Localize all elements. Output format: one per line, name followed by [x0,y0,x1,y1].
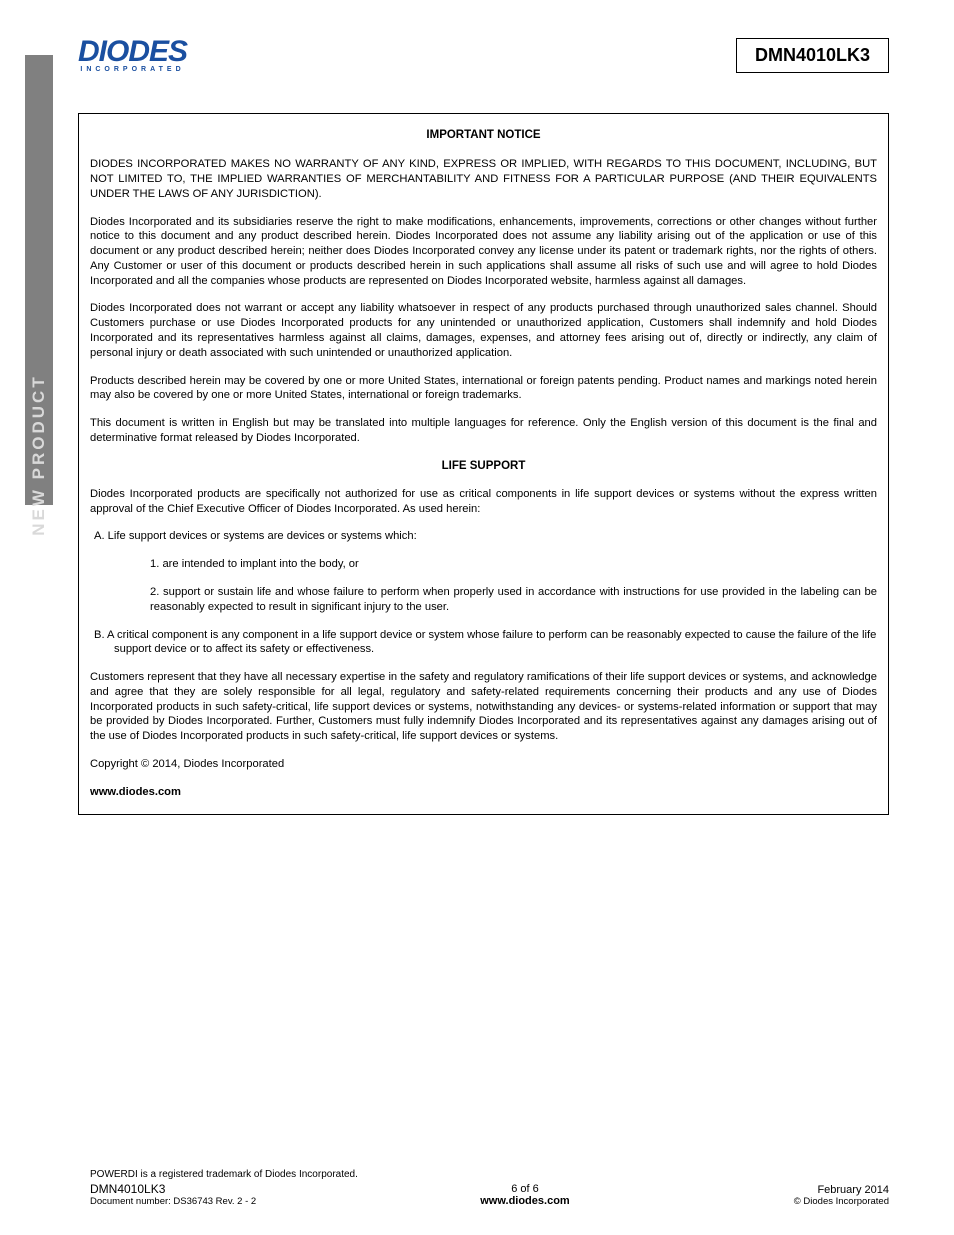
page-footer: POWERDI is a registered trademark of Dio… [90,1169,889,1207]
life-support-item-a: A. Life support devices or systems are d… [94,529,877,544]
footer-document-number: Document number: DS36743 Rev. 2 - 2 [90,1196,256,1207]
important-notice-box: IMPORTANT NOTICE DIODES INCORPORATED MAK… [78,113,889,815]
life-support-item-b: B. A critical component is any component… [94,628,877,658]
footer-copyright: © Diodes Incorporated [794,1196,889,1207]
notice-paragraph: This document is written in English but … [90,416,877,446]
logo-main-text: DIODES [78,38,187,65]
notice-paragraph: Products described herein may be covered… [90,374,877,404]
life-support-item-a2: 2. support or sustain life and whose fai… [150,585,877,615]
life-support-intro: Diodes Incorporated products are specifi… [90,487,877,517]
footer-date: February 2014 [794,1184,889,1196]
new-product-sidebar: NEW PRODUCT [25,55,53,505]
logo-sub-text: INCORPORATED [80,66,184,73]
footer-part-number: DMN4010LK3 [90,1182,256,1196]
important-notice-title: IMPORTANT NOTICE [90,128,877,143]
notice-paragraph: Diodes Incorporated does not warrant or … [90,301,877,360]
footer-website: www.diodes.com [480,1195,569,1207]
page-header: DIODES INCORPORATED DMN4010LK3 [78,38,889,73]
life-support-closing: Customers represent that they have all n… [90,670,877,744]
life-support-title: LIFE SUPPORT [90,459,877,474]
notice-paragraph: Diodes Incorporated and its subsidiaries… [90,215,877,289]
notice-paragraph: DIODES INCORPORATED MAKES NO WARRANTY OF… [90,157,877,201]
footer-trademark: POWERDI is a registered trademark of Dio… [90,1169,889,1180]
footer-page-number: 6 of 6 [480,1183,569,1195]
new-product-label: NEW PRODUCT [29,374,49,535]
website-link: www.diodes.com [90,785,877,800]
part-number-box: DMN4010LK3 [736,38,889,73]
diodes-logo: DIODES INCORPORATED [78,38,187,73]
copyright-line: Copyright © 2014, Diodes Incorporated [90,757,877,772]
life-support-item-a1: 1. are intended to implant into the body… [150,557,877,572]
